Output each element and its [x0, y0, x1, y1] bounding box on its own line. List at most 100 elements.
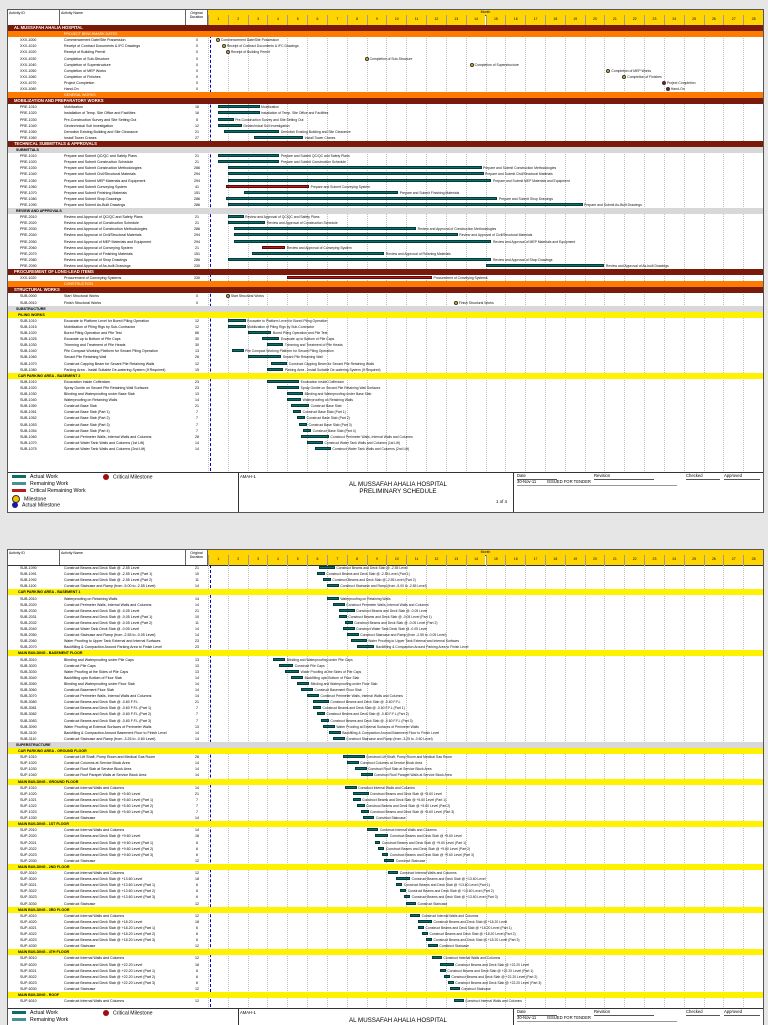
activity-id: SUP-5010: [20, 956, 37, 961]
activity-bar: [303, 428, 312, 432]
activity-duration: 21: [195, 160, 199, 165]
activity-row: SUP-3023 Construct Beams and Deck Slab @ …: [8, 894, 763, 900]
activity-duration: 0: [196, 50, 198, 55]
activity-row: SUB-0010 Finish Structural Works 0 Finish S…: [8, 300, 763, 306]
activity-bar: [225, 196, 498, 200]
activity-name: Construct Staircase and Ramp (from -2.55…: [64, 633, 156, 638]
activity-name: Waterproofing on Retaining Walls: [64, 398, 118, 403]
activity-row: SUP-2010 Construct Internal Walls and Col…: [8, 827, 763, 833]
activity-duration: 0: [196, 87, 198, 91]
critical-activity-bar: [225, 184, 310, 188]
activity-duration: 18: [195, 962, 199, 967]
bar-label: Geotechnical Soil Investigation: [243, 123, 290, 128]
activity-bar: [350, 639, 367, 643]
activity-id: SUP-1022: [20, 803, 37, 808]
month-tick-label: 7: [326, 15, 347, 25]
section-title: CAR PARKING AREA - BASEMENT 2: [18, 373, 81, 378]
activity-id: XXX-1020: [20, 50, 37, 55]
activity-name: Construct Beams and Deck Slab @ +13.60 L…: [64, 889, 156, 894]
activity-name: Construct Capping Beam for Secant Pile R…: [64, 361, 155, 366]
bar-label: Construct Water Tank Walls and Columns (…: [332, 446, 410, 451]
month-tick-label: 10: [386, 15, 407, 25]
activity-duration: 13: [195, 657, 199, 662]
month-tick-label: 8: [346, 15, 367, 25]
activity-bar: [453, 999, 464, 1003]
activity-id: SUB-2040: [20, 627, 37, 631]
month-gridline: [683, 25, 685, 471]
activity-id: SUB-0000: [20, 294, 37, 299]
bar-label: Construct Staircase: [417, 901, 448, 906]
legend-actual-work: Actual Work: [12, 1010, 58, 1017]
activity-row: SUB-1060 Secant Pile Retaining Wall 26 Seca…: [8, 354, 763, 360]
month-gridline: [544, 25, 546, 471]
activity-name: Construct Beams and Deck Slab @ +9.60 Le…: [64, 852, 154, 857]
month-gridline: [663, 565, 665, 1007]
bar-label: Construct Beams and Deck Slab @ +5.60 Le…: [362, 797, 447, 802]
activity-duration: 294: [194, 172, 200, 177]
section-header-row: STRUCTURAL WORKS: [8, 287, 763, 294]
activity-bar: [231, 349, 244, 353]
rev-checked-header: Checked: [686, 1009, 720, 1016]
activity-bar: [428, 944, 438, 948]
activity-id: PRE-2040: [20, 233, 37, 238]
activity-name: Construct Internal Walls and Columns: [64, 871, 125, 875]
bar-label: Construct Staircase: [376, 816, 406, 821]
activity-bar: [439, 962, 454, 966]
month-gridline: [525, 25, 527, 471]
activity-duration: 21: [195, 245, 199, 250]
activity-id: PRE-1020: [20, 160, 37, 165]
activity-bar: [326, 584, 339, 588]
activity-name: Construct Beams and Deck Slab @ +5.60 Le…: [64, 797, 154, 802]
activity-bar: [227, 318, 246, 322]
activity-id: SUP-2030: [20, 858, 37, 863]
activity-name: Construct Internal Walls and Columns: [64, 785, 125, 790]
activity-duration: 6: [196, 932, 198, 936]
activity-name: Hand-On: [64, 87, 79, 91]
activity-id: SUB-2060: [20, 639, 37, 644]
bar-label: Construct Base Slab (Part 4): [312, 428, 356, 433]
activity-duration: 7: [196, 712, 198, 717]
month-gridline: [505, 565, 507, 1007]
activity-row: PRE-1090 Prepare and Submit As-Built Draw…: [8, 202, 763, 208]
activity-duration: 14: [195, 584, 199, 589]
section-title: CAR PARKING AREA - GROUND FLOOR: [18, 749, 87, 753]
bar-label: Construct Water Tank Deck Slab @ -0.05 L…: [356, 627, 428, 631]
activity-duration: 23: [195, 645, 199, 650]
month-tick-label: 5: [287, 555, 308, 565]
activity-id: PRE-1040: [20, 172, 37, 177]
activity-bar: [320, 718, 329, 722]
month-gridline: [663, 25, 665, 471]
activity-id: SUB-3083: [20, 718, 37, 723]
activity-id: SUB-1060: [20, 434, 37, 439]
activity-name: Review and Approval of MEP Materials and…: [64, 239, 152, 244]
activity-id: PRE-1050: [20, 178, 37, 183]
activity-name: Construct Beams and Deck Slab @ -0.05 Le…: [64, 620, 153, 625]
activity-duration: 14: [195, 785, 199, 790]
activity-bar: [227, 202, 583, 206]
activity-id: PRE-1020: [20, 111, 37, 116]
month-gridline: [386, 25, 388, 471]
activity-id: PRE-1030: [20, 166, 37, 171]
activity-bar: [352, 791, 369, 795]
activity-duration: 6: [196, 895, 198, 900]
activity-duration: 12: [195, 123, 199, 128]
activity-row: SUP-5020 Construct Beams and Deck Slab @ …: [8, 962, 763, 968]
activity-duration: 6: [196, 889, 198, 894]
activity-bar: [418, 925, 425, 929]
activity-duration: 7: [196, 797, 198, 802]
month-gridline: [426, 565, 428, 1007]
activity-row: PRE-1020 Installation of Temp. Site Offic…: [8, 110, 763, 116]
activity-name: Review and Approval of QC/QC and Safety …: [64, 215, 143, 220]
month-tick-label: 18: [544, 15, 565, 25]
activity-name: Construct Internal Walls and Columns: [64, 913, 125, 918]
section-header-row: MAIN BUILDING - BASEMENT FLOOR: [8, 650, 763, 657]
bar-label: Water Proofing at the Sides of Pile Caps: [300, 669, 362, 674]
activity-row: PRE-2010 Review and Approval of QC/QC and…: [8, 214, 763, 220]
activity-row: PRE-2030 Review and Approval of Construct…: [8, 226, 763, 232]
activity-row: SUP-2021 Construct Beams and Deck Slab @ …: [8, 840, 763, 846]
section-title: PILING WORKS: [18, 312, 45, 317]
activity-duration: 6: [196, 883, 198, 888]
activity-name: Construct Base Slab: [64, 404, 97, 409]
activity-bar: [439, 968, 446, 972]
activity-id: SUP-4010: [20, 913, 37, 918]
